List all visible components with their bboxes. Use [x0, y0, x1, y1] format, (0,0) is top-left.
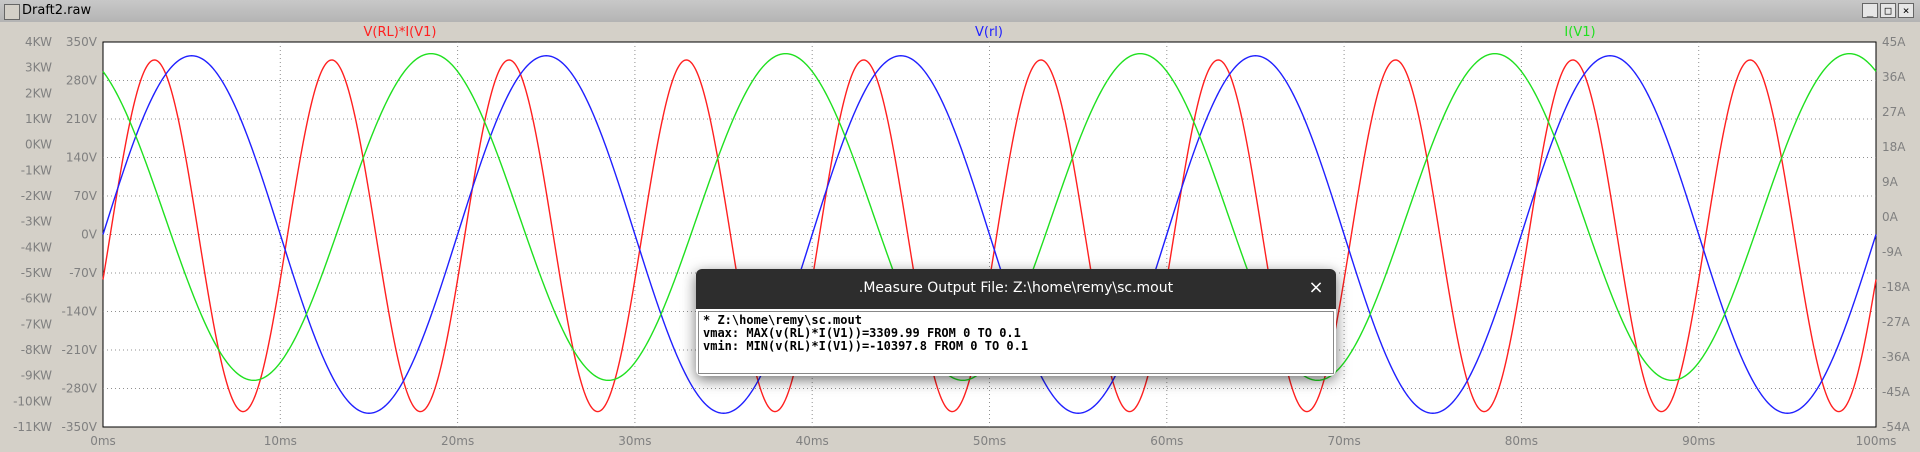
y-tick-label-amps: 9A — [1882, 175, 1899, 189]
y-tick-label-kw: -2KW — [21, 189, 52, 203]
y-tick-label-amps: 18A — [1882, 140, 1906, 154]
y-tick-label-amps: -45A — [1882, 385, 1911, 399]
waveform-plot-pane[interactable]: 0ms 10ms 20ms 30ms 40ms 50ms 60ms 70ms 80ms 90ms 1… — [0, 22, 1920, 452]
y-tick-label-amps: -9A — [1882, 245, 1903, 259]
measure-line-vmin: vmin: MIN(v(RL)*I(V1))=-10397.8 FROM 0 T… — [703, 339, 1029, 353]
y-tick-label-kw: 3KW — [25, 61, 52, 75]
y-tick-label-volts: -280V — [62, 382, 98, 396]
y-tick-label-amps: -18A — [1882, 280, 1911, 294]
y-tick-label-kw: -3KW — [21, 215, 52, 229]
measure-line-header: * Z:\home\remy\sc.mout — [703, 313, 862, 327]
trace-label: V(rl) — [975, 25, 1003, 40]
y-tick-label-amps: 27A — [1882, 105, 1906, 119]
y-tick-label-kw: -9KW — [21, 369, 52, 383]
app-icon — [4, 4, 20, 20]
measure-output-dialog[interactable]: .Measure Output File: Z:\home\remy\sc.mo… — [696, 269, 1336, 376]
y-tick-label-kw: -10KW — [13, 394, 52, 408]
y-tick-label-amps: 45A — [1882, 35, 1906, 49]
y-tick-label-kw: -4KW — [21, 240, 52, 254]
waveform-plot[interactable]: 0ms 10ms 20ms 30ms 40ms 50ms 60ms 70ms 80ms 90ms 1… — [0, 22, 1920, 452]
x-tick-label: 50ms — [973, 434, 1006, 448]
x-tick-label: 30ms — [618, 434, 651, 448]
y-tick-label-kw: -1KW — [21, 163, 52, 177]
y-tick-label-volts: 0V — [81, 228, 98, 242]
trace-label: I(V1) — [1564, 25, 1595, 40]
measure-line-vmax: vmax: MAX(v(RL)*I(V1))=3309.99 FROM 0 TO… — [703, 326, 1021, 340]
x-tick-label: 40ms — [796, 434, 829, 448]
close-window-button[interactable]: × — [1898, 3, 1914, 18]
y-tick-label-volts: -350V — [62, 420, 98, 434]
y-tick-label-amps: 36A — [1882, 70, 1906, 84]
trace-label: V(RL)*I(V1) — [364, 25, 437, 40]
y-tick-label-kw: -7KW — [21, 317, 52, 331]
y-tick-label-kw: 4KW — [25, 35, 52, 49]
x-tick-label: 100ms — [1856, 434, 1897, 448]
y-tick-label-volts: 70V — [74, 189, 98, 203]
window-title: Draft2.raw — [22, 3, 92, 18]
series-line[interactable] — [102, 55, 1877, 414]
x-tick-label: 70ms — [1327, 434, 1360, 448]
y-tick-label-kw: -5KW — [21, 266, 52, 280]
y-tick-label-amps: -54A — [1882, 420, 1911, 434]
x-tick-label: 0ms — [90, 434, 116, 448]
y-tick-label-volts: 140V — [66, 151, 98, 165]
y-tick-label-amps: 0A — [1882, 210, 1899, 224]
y-tick-label-kw: 1KW — [25, 112, 52, 126]
y-tick-label-volts: -210V — [62, 343, 98, 357]
dialog-title: .Measure Output File: Z:\home\remy\sc.mo… — [858, 280, 1174, 296]
x-tick-label: 10ms — [264, 434, 297, 448]
y-tick-label-volts: -140V — [62, 305, 98, 319]
x-tick-label: 80ms — [1505, 434, 1538, 448]
y-tick-label-volts: 280V — [66, 74, 98, 88]
window-titlebar[interactable]: Draft2.raw _ □ × — [0, 0, 1920, 23]
y-tick-label-kw: 0KW — [25, 138, 52, 152]
dialog-header: .Measure Output File: Z:\home\remy\sc.mo… — [696, 269, 1336, 309]
minimize-button[interactable]: _ — [1862, 3, 1878, 18]
y-tick-label-amps: -27A — [1882, 315, 1911, 329]
y-tick-label-volts: -70V — [69, 266, 98, 280]
y-tick-label-kw: 2KW — [25, 86, 52, 100]
y-tick-label-volts: 210V — [66, 112, 98, 126]
x-tick-label: 20ms — [441, 434, 474, 448]
y-tick-label-amps: -36A — [1882, 350, 1911, 364]
measure-output-text[interactable]: * Z:\home\remy\sc.mout vmax: MAX(v(RL)*I… — [698, 311, 1334, 374]
y-tick-label-kw: -11KW — [13, 420, 52, 434]
dialog-close-button[interactable]: × — [1308, 277, 1324, 298]
maximize-button[interactable]: □ — [1880, 3, 1896, 18]
x-tick-label: 60ms — [1150, 434, 1183, 448]
y-tick-label-kw: -8KW — [21, 343, 52, 357]
y-tick-label-kw: -6KW — [21, 292, 52, 306]
x-tick-label: 90ms — [1682, 434, 1715, 448]
y-tick-label-volts: 350V — [66, 35, 98, 49]
